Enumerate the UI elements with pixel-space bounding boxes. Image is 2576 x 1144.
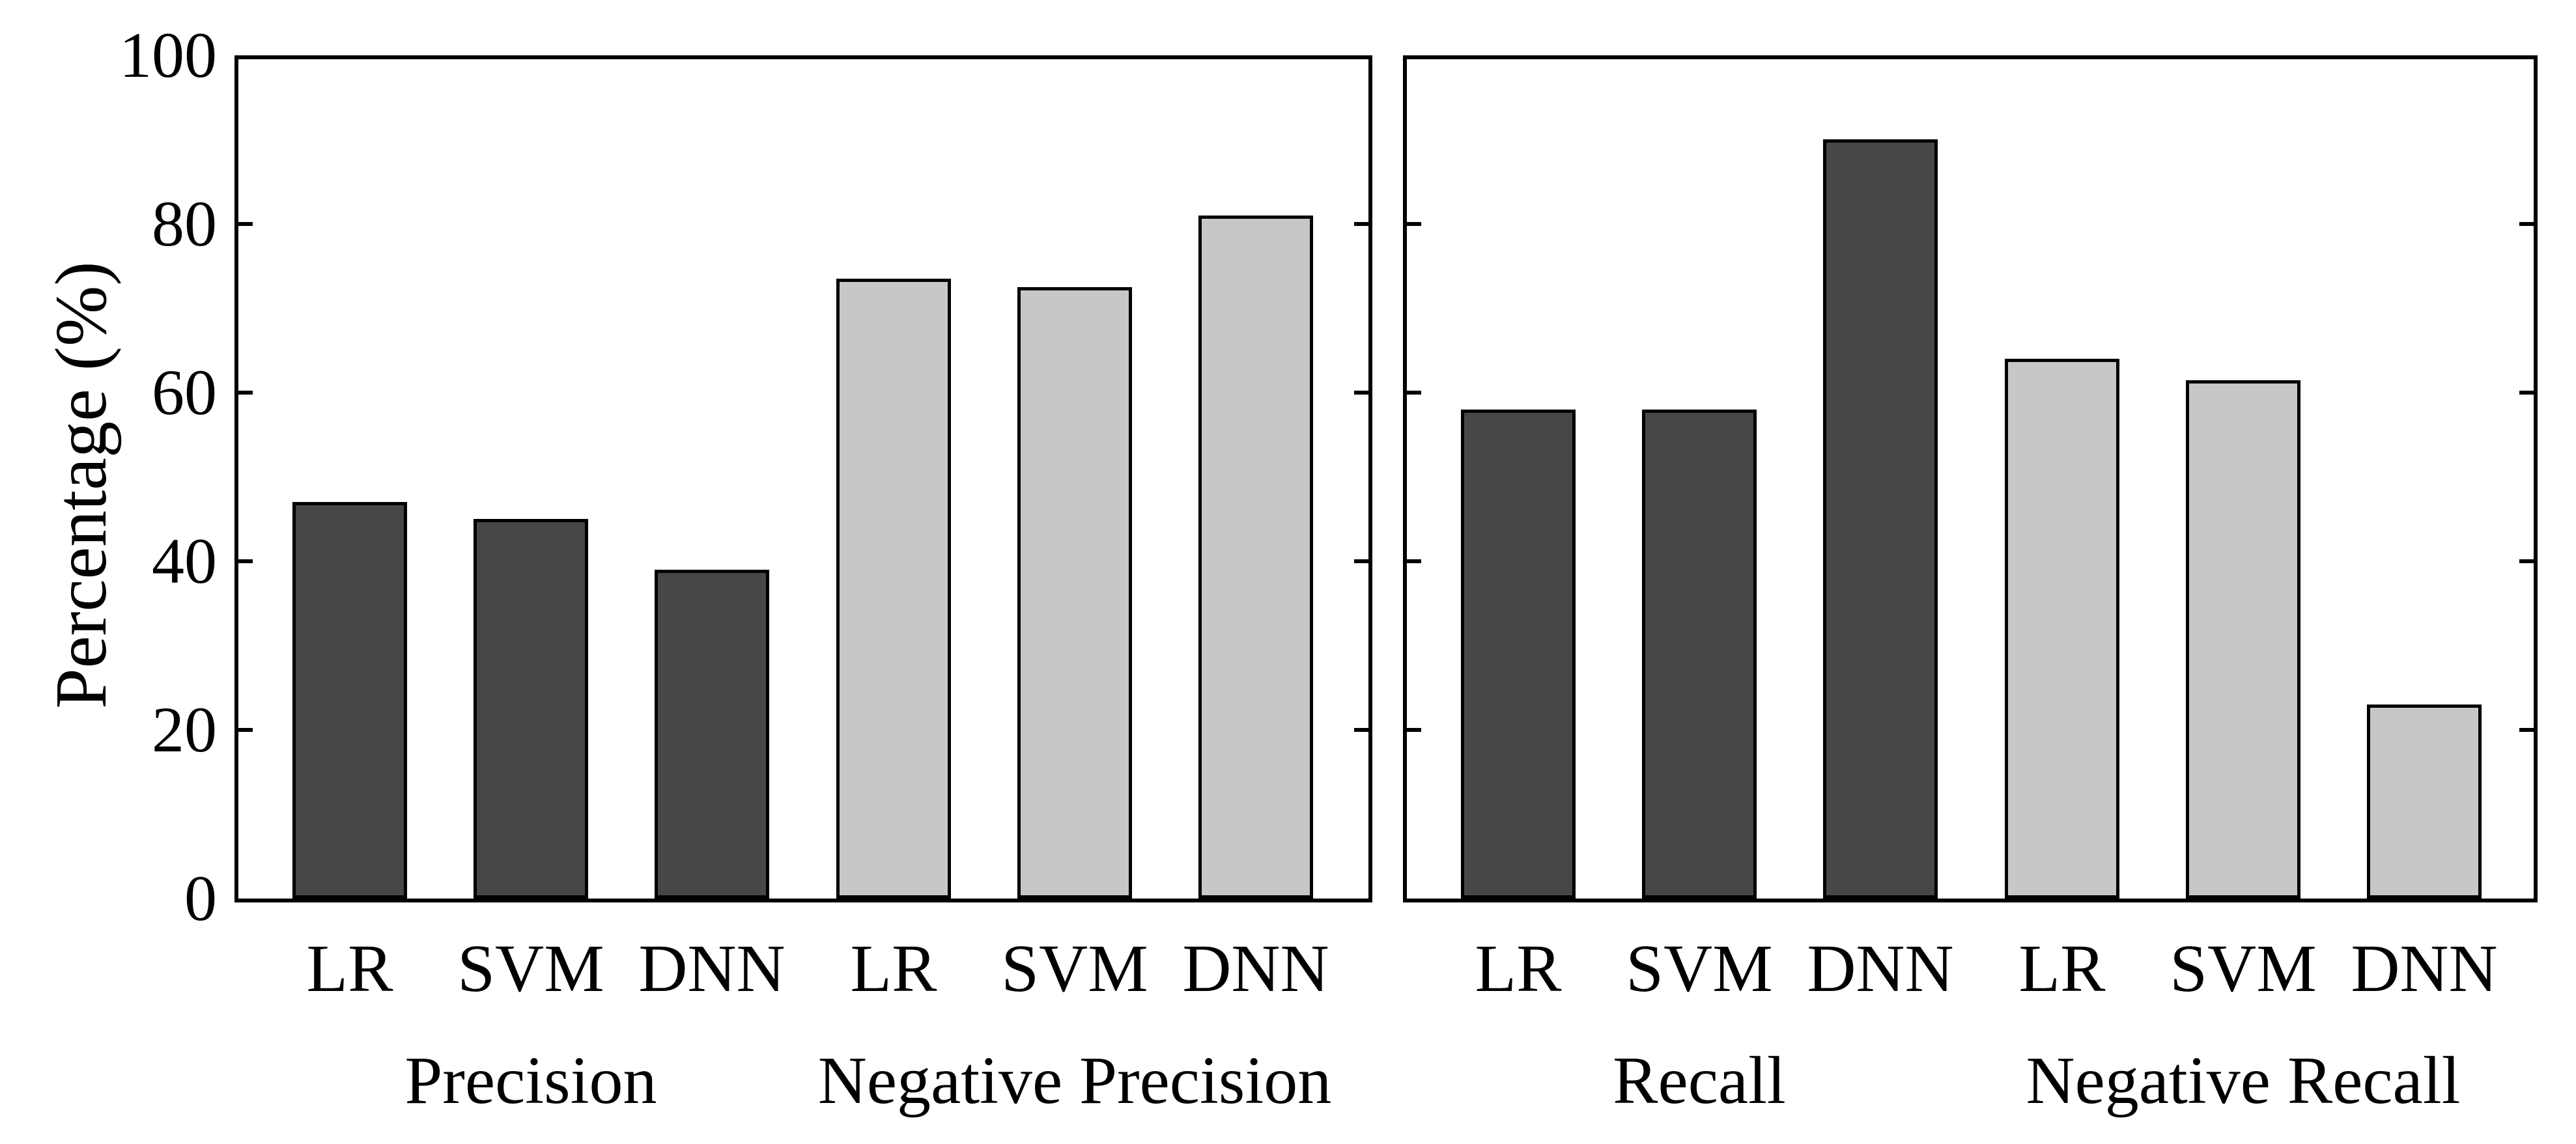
y-axis-title: Percentage (%) bbox=[41, 261, 122, 709]
category-label: SVM bbox=[457, 931, 604, 1006]
category-label: LR bbox=[2018, 931, 2106, 1006]
left-panel bbox=[234, 55, 1372, 902]
y-tick-mark-left bbox=[1407, 391, 1421, 395]
y-tick-mark-left bbox=[238, 391, 253, 395]
bar-recall-svm bbox=[1642, 410, 1757, 899]
y-tick-mark-right bbox=[2519, 391, 2534, 395]
bar-negative-precision-lr bbox=[836, 279, 951, 899]
y-tick-mark-right bbox=[1354, 728, 1368, 732]
y-tick-mark-right bbox=[1354, 391, 1368, 395]
bar-negative-recall-lr bbox=[2005, 359, 2119, 899]
category-label: DNN bbox=[1182, 931, 1329, 1006]
bar-negative-recall-svm bbox=[2186, 380, 2300, 899]
group-label-precision: Precision bbox=[404, 1043, 657, 1118]
bar-recall-lr bbox=[1461, 410, 1576, 899]
bar-precision-lr bbox=[292, 502, 407, 899]
category-label: SVM bbox=[1626, 931, 1773, 1006]
y-tick-mark-right bbox=[2519, 559, 2534, 563]
category-label: DNN bbox=[2351, 931, 2498, 1006]
y-tick-mark-left bbox=[1407, 222, 1421, 226]
bar-negative-precision-dnn bbox=[1198, 216, 1313, 899]
y-tick-label: 40 bbox=[152, 525, 217, 597]
group-label-negative-recall: Negative Recall bbox=[2026, 1043, 2461, 1118]
category-label: DNN bbox=[638, 931, 786, 1006]
category-label: SVM bbox=[2170, 931, 2317, 1006]
bar-negative-precision-svm bbox=[1017, 287, 1132, 899]
group-label-recall: Recall bbox=[1613, 1043, 1786, 1118]
y-tick-mark-left bbox=[238, 559, 253, 563]
category-label: LR bbox=[1475, 931, 1562, 1006]
y-tick-mark-left bbox=[238, 222, 253, 226]
y-tick-mark-right bbox=[2519, 728, 2534, 732]
bar-precision-svm bbox=[474, 519, 588, 899]
y-tick-label: 0 bbox=[184, 862, 217, 934]
right-panel bbox=[1403, 55, 2538, 902]
group-label-negative-precision: Negative Precision bbox=[817, 1043, 1332, 1118]
y-tick-mark-right bbox=[1354, 222, 1368, 226]
y-tick-label: 20 bbox=[152, 693, 217, 766]
y-tick-mark-left bbox=[1407, 728, 1421, 732]
bar-negative-recall-dnn bbox=[2367, 705, 2482, 899]
category-label: SVM bbox=[1001, 931, 1148, 1006]
bar-recall-dnn bbox=[1823, 139, 1938, 899]
y-tick-mark-right bbox=[1354, 559, 1368, 563]
y-tick-mark-right bbox=[2519, 222, 2534, 226]
category-label: LR bbox=[306, 931, 393, 1006]
category-label: LR bbox=[850, 931, 937, 1006]
y-tick-mark-left bbox=[1407, 559, 1421, 563]
y-tick-label: 80 bbox=[152, 188, 217, 260]
category-label: DNN bbox=[1807, 931, 1954, 1006]
y-tick-label: 100 bbox=[119, 19, 217, 91]
bar-precision-dnn bbox=[655, 570, 769, 899]
y-tick-mark-left bbox=[238, 728, 253, 732]
y-tick-label: 60 bbox=[152, 356, 217, 428]
